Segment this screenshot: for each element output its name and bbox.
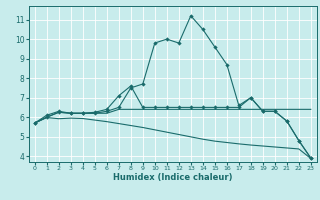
X-axis label: Humidex (Indice chaleur): Humidex (Indice chaleur) — [113, 173, 233, 182]
